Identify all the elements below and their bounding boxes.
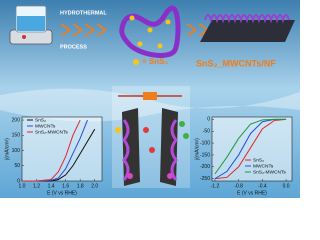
x-axis-label: E (V vs RHE) — [47, 190, 77, 196]
y-axis-label: j(mA/cm²) — [4, 138, 10, 161]
y-tick-label: 100 — [12, 148, 21, 154]
process-arrows — [60, 24, 209, 36]
y-tick-label: -250 — [200, 176, 210, 182]
legend-label: MWCNTs — [253, 163, 274, 169]
beaker-icon — [9, 5, 53, 45]
y-tick-label: 0 — [17, 178, 20, 184]
y-tick-label: -50 — [203, 129, 210, 135]
data-line — [214, 118, 287, 180]
data-line — [214, 118, 287, 175]
x-tick-label: 1.4 — [48, 183, 55, 189]
x-tick-label: 2.0 — [91, 183, 98, 189]
plot-area — [211, 116, 293, 182]
x-tick-label: 1.2 — [33, 183, 40, 189]
x-tick-label: -0.4 — [258, 183, 267, 189]
x-tick-label: 1.0 — [19, 183, 26, 189]
nanosheet-panel — [200, 14, 295, 42]
data-line — [22, 119, 81, 182]
x-axis-label: E (V vs RHE) — [237, 190, 267, 196]
legend-label: SnS₂ — [35, 117, 46, 123]
graphical-abstract: HYDROTHERMAL PROCESS = SnS₂ SnS₂_MWCNTs/… — [0, 0, 300, 198]
x-tick-label: 1.8 — [77, 183, 84, 189]
legend-label: SnS₂-MWCNTs — [253, 169, 286, 175]
legend-key: = SnS₂ — [142, 57, 168, 66]
y-tick-label: 200 — [12, 117, 21, 123]
plot-area — [21, 116, 103, 182]
product-label: SnS₂_MWCNTs/NF — [196, 58, 276, 68]
canvas: HYDROTHERMAL PROCESS = SnS₂ SnS₂_MWCNTs/… — [0, 0, 300, 198]
mechanism-schematic — [112, 86, 190, 188]
y-axis-label: j(mA/cm²) — [194, 138, 200, 161]
mwcnt-sns2-structure — [119, 5, 181, 65]
y-tick-label: 150 — [12, 133, 21, 139]
legend-label: SnS₂ — [253, 157, 264, 163]
x-tick-label: 0.0 — [283, 183, 290, 189]
y-tick-label: -200 — [200, 164, 210, 170]
step-label: PROCESS — [60, 44, 87, 50]
x-tick-label: 1.6 — [62, 183, 69, 189]
legend-label: SnS₂-MWCNTs — [35, 129, 68, 135]
y-tick-label: 0 — [207, 117, 210, 123]
x-tick-label: -0.8 — [234, 183, 243, 189]
y-tick-label: -150 — [200, 152, 210, 158]
y-tick-label: 50 — [14, 163, 20, 169]
water-wave — [0, 88, 300, 122]
y-tick-label: -100 — [200, 140, 210, 146]
legend-label: MWCNTs — [35, 123, 56, 129]
step-label: HYDROTHERMAL — [60, 10, 107, 16]
x-tick-label: -1.2 — [211, 183, 220, 189]
